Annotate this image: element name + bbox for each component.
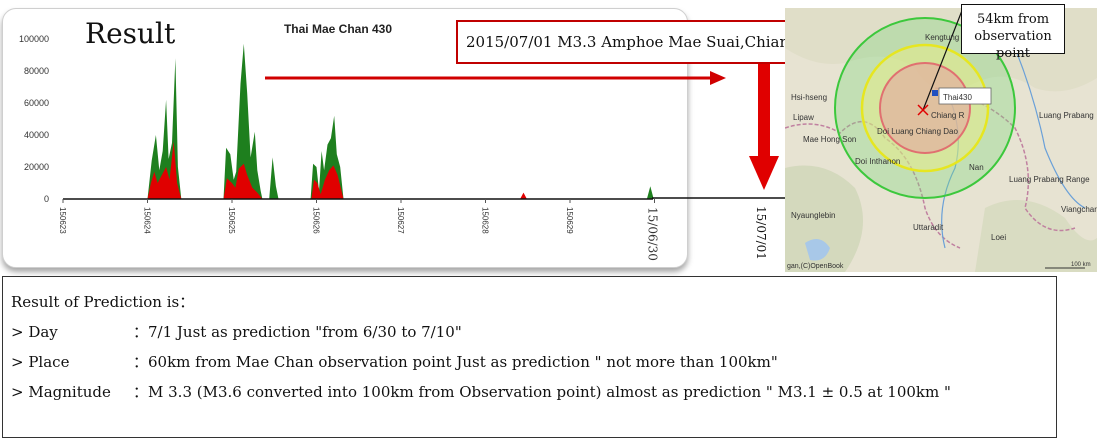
prediction-place: > Place ：60km from Mae Chan observation p… <box>11 347 1048 377</box>
area-chart: Thai Mae Chan 430 0 20000 40000 60000 80000 1… <box>19 22 660 261</box>
x-tick-label: 150626 <box>312 207 321 234</box>
prediction-place-key: > Place <box>11 353 70 371</box>
map-label-uttaradit: Uttaradit <box>913 223 944 232</box>
prediction-magnitude-key: > Magnitude <box>11 383 111 401</box>
map-label-nan: Nan <box>969 163 984 172</box>
horizontal-arrow-head <box>710 71 726 85</box>
station-label: Thai430 <box>943 93 972 102</box>
x-tick-label: 150628 <box>481 207 490 234</box>
map-label-nyaunglebin: Nyaunglebin <box>791 211 835 220</box>
x-tick-label: 150629 <box>565 207 574 234</box>
prediction-day: > Day ：7/1 Just as prediction "from 6/30 … <box>11 317 1048 347</box>
map-label-doi-inthanon: Doi Inthanon <box>855 157 900 166</box>
x-tick-label: 15/06/30 <box>646 207 660 261</box>
x-tick-label-0701: 15/07/01 <box>752 206 772 266</box>
distance-line-1: 54km from <box>976 12 1050 27</box>
prediction-box: Result of Prediction is： > Day ：7/1 Just … <box>2 276 1057 438</box>
y-tick-label: 80000 <box>24 66 49 76</box>
y-tick-label: 20000 <box>24 162 49 172</box>
event-box: 2015/07/01 M3.3 Amphoe Mae Suai,Chiang R… <box>456 20 840 64</box>
prediction-day-value: ：7/1 Just as prediction "from 6/30 to 7/… <box>133 323 462 341</box>
y-tick-label: 0 <box>44 194 49 204</box>
area-series-0 <box>147 43 654 199</box>
chart-title: Thai Mae Chan 430 <box>284 22 392 36</box>
x-tick-label-text: 15/07/01 <box>754 206 768 260</box>
y-tick-label: 100000 <box>19 34 49 44</box>
prediction-magnitude-value: ：M 3.3 (M3.6 converted into 100km from O… <box>133 383 951 401</box>
map-label-vientiane: Viangchar <box>1061 205 1097 214</box>
area-series-1 <box>147 141 527 199</box>
map-label-luang-prabang-range: Luang Prabang Range <box>1009 175 1090 184</box>
prediction-day-key: > Day <box>11 323 58 341</box>
map-label-kengtung: Kengtung <box>925 33 959 42</box>
distance-line-2: observation point <box>974 29 1052 61</box>
x-tick-label: 150624 <box>143 207 152 234</box>
x-tick-label: 150623 <box>58 207 67 234</box>
down-arrow-shaft <box>758 62 770 156</box>
station-label-box <box>938 87 992 105</box>
prediction-place-value: ：60km from Mae Chan observation point Ju… <box>133 353 778 371</box>
result-title: Result <box>85 17 176 50</box>
x-tick-label: 150625 <box>227 207 236 234</box>
map-label-loei: Loei <box>991 233 1006 242</box>
prediction-magnitude: > Magnitude ：M 3.3 (M3.6 converted into 1… <box>11 377 1048 407</box>
x-tick-label: 150627 <box>396 207 405 234</box>
map-label-mae-hong-son: Mae Hong Son <box>803 135 856 144</box>
map-label-hsihseng: Hsi-hseng <box>791 93 827 102</box>
map-label-luang-prabang: Luang Prabang <box>1039 111 1094 120</box>
distance-box: 54km from observation point <box>961 4 1065 61</box>
pointer-line <box>922 8 964 111</box>
map-scale-label: 100 km <box>1071 262 1091 268</box>
down-arrow-head <box>749 156 779 190</box>
y-tick-label: 40000 <box>24 130 49 140</box>
map-view: Thai430 Kengtung Hsi-hseng Lipaw Chiang … <box>785 8 1097 272</box>
station-icon <box>932 90 938 96</box>
map-label-chiang-rai: Chiang R <box>931 111 965 120</box>
y-tick-label: 60000 <box>24 98 49 108</box>
map-label-lipaw: Lipaw <box>793 113 814 122</box>
map-copyright: gan,(C)OpenBook <box>787 263 844 270</box>
map-label-doi-luang: Doi Luang Chiang Dao <box>877 127 958 136</box>
prediction-header: Result of Prediction is： <box>11 293 195 311</box>
